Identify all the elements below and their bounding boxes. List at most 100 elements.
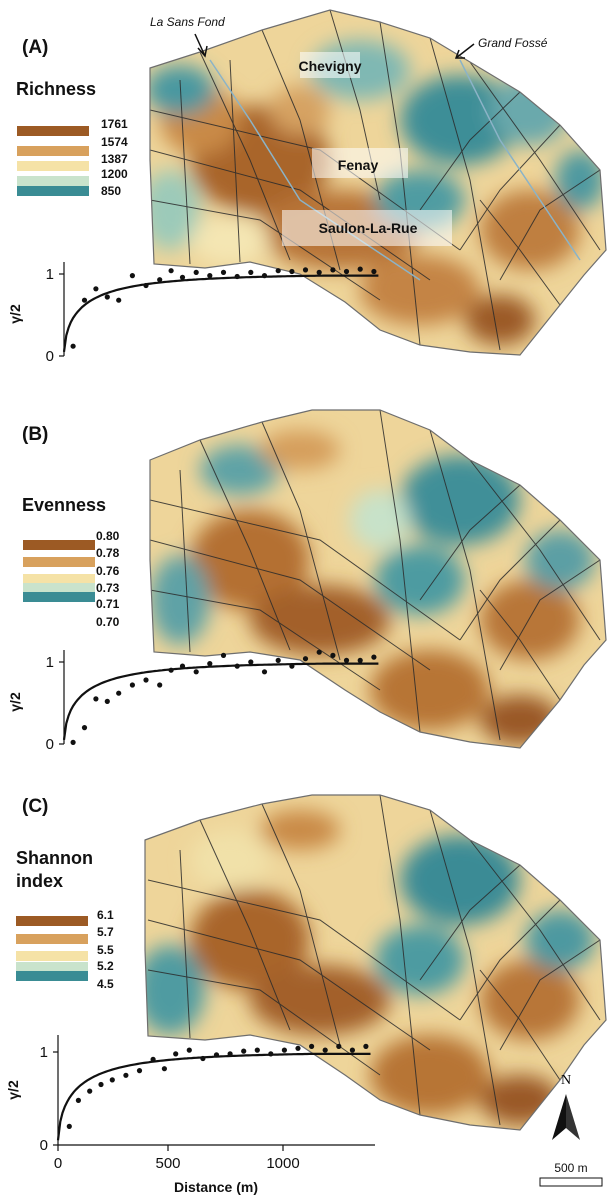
panel-a-legend-value: 1761 xyxy=(101,117,128,131)
panel-c-legend-value: 4.5 xyxy=(97,977,114,991)
variogram-point xyxy=(343,657,350,664)
variogram-point xyxy=(81,725,88,731)
variogram-point xyxy=(104,294,110,300)
panel-b-title: Evenness xyxy=(22,495,106,515)
variogram-point xyxy=(275,268,281,274)
panel-a-y-tick: 1 xyxy=(46,266,54,283)
panel-c-variogram: 0 1 γ/2 xyxy=(5,1035,371,1154)
variogram-point xyxy=(123,1072,129,1078)
panel-c-legend: 6.1 5.7 5.5 5.2 4.5 xyxy=(16,908,114,991)
variogram-point xyxy=(295,1045,301,1051)
variogram-point xyxy=(168,268,174,274)
variogram-point xyxy=(227,1051,233,1057)
variogram-point xyxy=(173,1051,179,1057)
panel-b-y-tick: 1 xyxy=(46,654,54,671)
panel-a-legend-swatch-2 xyxy=(17,146,89,156)
panel-b-legend-value: 0.73 xyxy=(96,581,120,595)
panel-c-legend-swatch-4 xyxy=(16,962,88,971)
panel-b-variogram-points xyxy=(70,649,377,746)
panel-c-legend-swatch-5 xyxy=(16,971,88,981)
panel-a-y-tick: 0 xyxy=(46,348,54,365)
panel-b-legend-value: 0.71 xyxy=(96,597,120,611)
panel-a: (A) Richness 1761 1574 1387 1200 850 Che… xyxy=(7,9,607,365)
variogram-point xyxy=(336,1043,342,1049)
panel-c-y-tick: 1 xyxy=(40,1044,48,1061)
variogram-point xyxy=(343,268,350,275)
panel-a-y-label: γ/2 xyxy=(7,304,23,324)
town-label-fenay: Fenay xyxy=(338,157,379,173)
variogram-point xyxy=(349,1047,355,1053)
panel-c-legend-swatch-1 xyxy=(16,916,88,926)
panel-c-letter: (C) xyxy=(22,796,48,817)
variogram-point xyxy=(66,1123,72,1129)
panel-a-legend-value: 1574 xyxy=(101,135,128,149)
variogram-point xyxy=(150,1056,156,1062)
panel-b-legend-swatch-4 xyxy=(23,583,95,592)
panel-a-legend-swatch-3 xyxy=(17,161,89,171)
panel-c-title-line-2: index xyxy=(16,871,63,891)
variogram-point xyxy=(371,268,377,275)
variogram-point xyxy=(275,657,281,664)
variogram-point xyxy=(136,1068,143,1074)
panel-b-legend-value: 0.70 xyxy=(96,615,120,629)
panel-c-variogram-points xyxy=(66,1043,369,1129)
panel-c-legend-value: 6.1 xyxy=(97,908,114,922)
panel-b-y-tick: 0 xyxy=(46,736,54,753)
variogram-point xyxy=(129,273,135,279)
variogram-point xyxy=(81,297,88,303)
town-label-chevigny: Chevigny xyxy=(298,58,361,74)
variogram-point xyxy=(248,659,254,665)
panel-b-legend-value: 0.80 xyxy=(96,529,120,543)
panel-c-y-tick: 0 xyxy=(40,1137,48,1154)
variogram-point xyxy=(330,267,336,273)
variogram-point xyxy=(70,343,76,349)
variogram-point xyxy=(213,1052,220,1058)
variogram-point xyxy=(157,277,163,283)
panel-c-y-label: γ/2 xyxy=(5,1080,21,1100)
variogram-point xyxy=(98,1081,104,1088)
variogram-point xyxy=(157,682,163,688)
variogram-point xyxy=(143,677,149,683)
variogram-point xyxy=(309,1043,315,1049)
la-sans-fond-arrow-icon xyxy=(194,33,208,58)
panel-c: (C) Shannon index 6.1 5.7 5.5 5.2 4.5 0 … xyxy=(5,794,607,1195)
north-arrow-icon: N xyxy=(552,1073,580,1140)
variogram-point xyxy=(302,656,309,662)
variogram-point xyxy=(186,1047,192,1053)
scale-bar-label: 500 m xyxy=(554,1161,587,1175)
panel-a-title: Richness xyxy=(16,79,96,99)
panel-a-legend-swatch-5 xyxy=(17,186,89,196)
variogram-point xyxy=(330,652,336,659)
panel-a-letter: (A) xyxy=(22,37,48,58)
variogram-point xyxy=(289,663,295,669)
variogram-point xyxy=(179,663,186,669)
variogram-point xyxy=(234,273,240,280)
panel-b-legend-swatch-1 xyxy=(23,540,95,550)
variogram-point xyxy=(75,1097,81,1103)
scale-bar: 500 m xyxy=(539,1161,603,1187)
town-label-saulon-la-rue: Saulon-La-Rue xyxy=(319,220,418,236)
panel-b-variogram-curve xyxy=(62,662,379,741)
panel-b: (B) Evenness 0.80 0.78 0.76 0.73 0.71 0.… xyxy=(7,409,607,753)
variogram-point xyxy=(316,269,322,275)
panel-a-variogram-points xyxy=(70,266,377,349)
panel-c-map xyxy=(144,794,607,1131)
annotation-la-sans-fond: La Sans Fond xyxy=(150,15,225,29)
panel-c-legend-value: 5.2 xyxy=(97,959,114,973)
panel-b-legend-value: 0.76 xyxy=(96,564,120,578)
variogram-point xyxy=(248,269,254,275)
annotation-grand-fosse: Grand Fossé xyxy=(478,36,548,50)
variogram-point xyxy=(193,269,199,275)
variogram-point xyxy=(143,282,149,289)
panel-a-legend: 1761 1574 1387 1200 850 xyxy=(17,117,128,198)
panel-c-legend-value: 5.7 xyxy=(97,925,114,939)
variogram-point xyxy=(179,274,186,280)
variogram-point xyxy=(207,273,213,279)
variogram-point xyxy=(234,663,240,669)
panel-a-legend-value: 1387 xyxy=(101,152,128,166)
x-tick: 1000 xyxy=(266,1155,299,1172)
variogram-point xyxy=(261,273,268,279)
panel-a-legend-value: 1200 xyxy=(101,167,128,181)
variogram-point xyxy=(254,1047,260,1053)
